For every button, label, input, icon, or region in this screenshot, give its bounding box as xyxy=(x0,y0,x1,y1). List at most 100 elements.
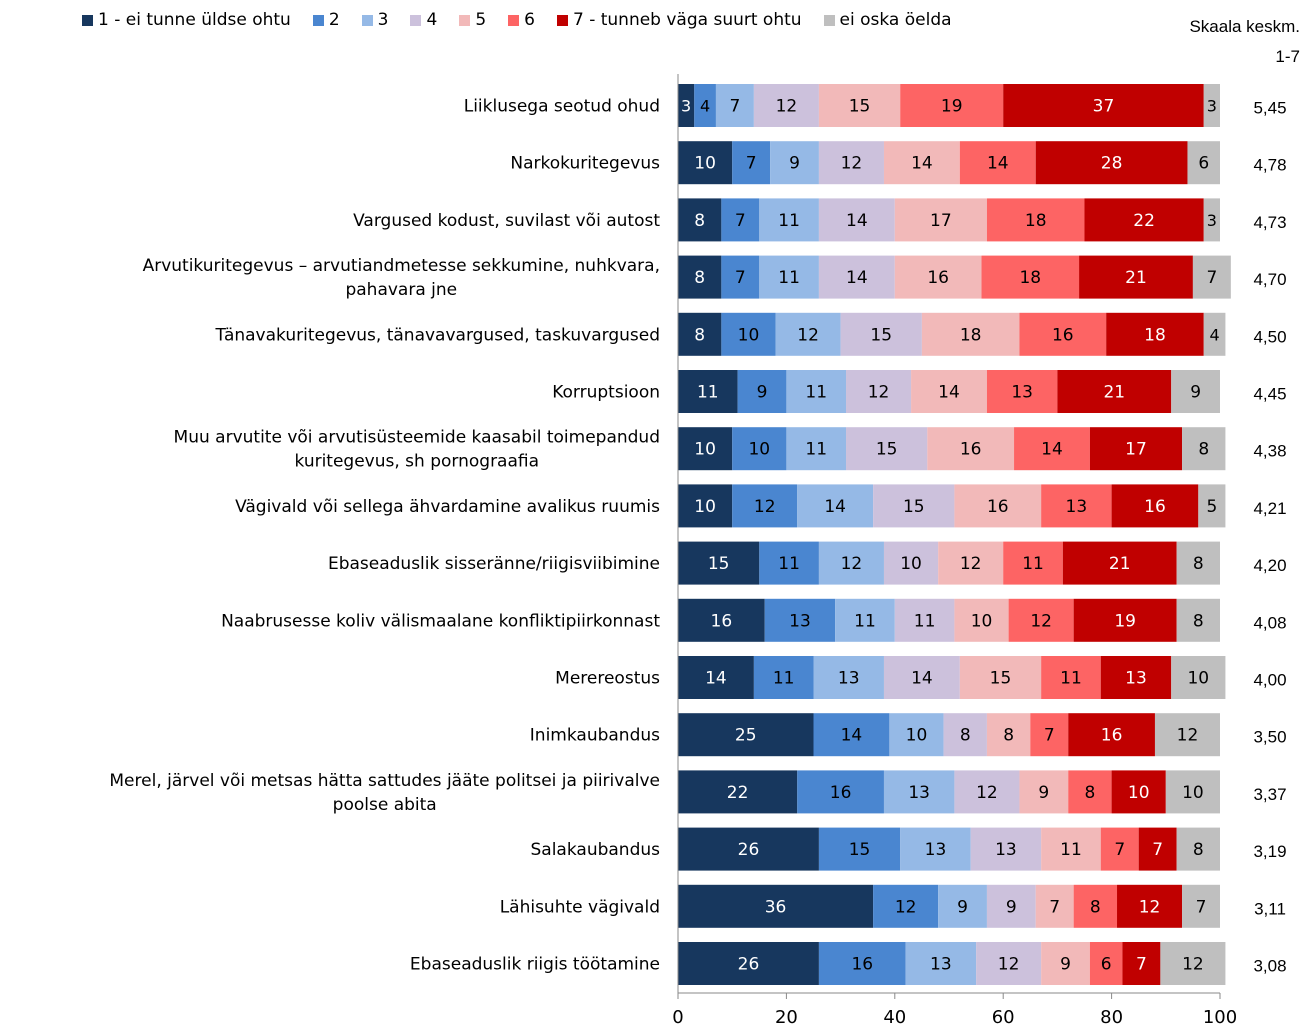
bar-segment xyxy=(770,141,819,185)
data-label: 25 xyxy=(735,726,757,746)
data-label: 7 xyxy=(735,268,746,288)
bar-segment xyxy=(986,370,1058,413)
bar-segment xyxy=(1160,942,1226,985)
data-label: 14 xyxy=(841,726,863,746)
bar-segment xyxy=(715,84,754,127)
data-label: 19 xyxy=(941,97,963,117)
average-value: 3,08 xyxy=(1253,957,1286,976)
bar-segment xyxy=(873,484,955,528)
legend-label: 6 xyxy=(524,10,535,30)
data-label: 8 xyxy=(694,325,705,345)
data-label: 16 xyxy=(851,955,873,975)
data-label: 7 xyxy=(1114,840,1125,860)
legend-item: 7 - tunneb väga suurt ohtu xyxy=(556,10,802,30)
data-label: 14 xyxy=(987,154,1009,174)
data-label: 7 xyxy=(1196,897,1207,917)
bar-segment xyxy=(1089,427,1183,471)
average-value: 4,50 xyxy=(1253,327,1286,346)
bar-segment xyxy=(1111,770,1166,814)
data-label: 15 xyxy=(876,440,898,460)
data-label: 16 xyxy=(830,783,852,803)
bar-segment xyxy=(970,827,1042,871)
data-label: 12 xyxy=(868,383,890,403)
bar-segment xyxy=(954,770,1020,814)
category-label: pahavara jne xyxy=(345,280,457,300)
average-value: 4,20 xyxy=(1253,556,1286,575)
bar-segment xyxy=(818,541,884,585)
data-label: 36 xyxy=(765,897,787,917)
data-label: 7 xyxy=(1044,726,1055,746)
bar-segment xyxy=(840,312,922,356)
bar-segment xyxy=(759,198,819,242)
data-label: 37 xyxy=(1093,97,1115,117)
data-label: 13 xyxy=(789,611,811,631)
data-label: 8 xyxy=(1193,554,1204,574)
data-label: 8 xyxy=(1090,897,1101,917)
data-label: 14 xyxy=(938,383,960,403)
bar-segment xyxy=(981,255,1080,299)
average-value: 3,50 xyxy=(1253,728,1286,747)
bar-segment xyxy=(678,427,733,471)
data-label: 12 xyxy=(1139,897,1161,917)
data-label: 6 xyxy=(1198,154,1209,174)
data-label: 10 xyxy=(694,154,716,174)
data-label: 16 xyxy=(1052,325,1074,345)
bar-segment xyxy=(986,884,1036,928)
data-label: 18 xyxy=(1025,211,1047,231)
bar-segment xyxy=(678,484,733,528)
data-label: 14 xyxy=(846,211,868,231)
data-label: 12 xyxy=(1030,611,1052,631)
data-label: 7 xyxy=(1049,897,1060,917)
legend-label: 2 xyxy=(328,10,340,30)
data-label: 13 xyxy=(908,783,930,803)
data-label: 21 xyxy=(1125,268,1147,288)
data-label: 9 xyxy=(1038,783,1049,803)
bar-segment xyxy=(678,770,798,814)
data-label: 6 xyxy=(1101,955,1112,975)
data-label: 19 xyxy=(1114,611,1136,631)
bar-segment xyxy=(1198,484,1226,528)
bar-segment xyxy=(1008,598,1074,642)
legend-item: ei oska öelda xyxy=(823,10,952,30)
data-label: 13 xyxy=(1011,383,1033,403)
bar-segment xyxy=(938,541,1004,585)
bar-segment xyxy=(1019,770,1069,814)
average-value: 4,73 xyxy=(1253,213,1286,232)
data-label: 11 xyxy=(1060,840,1082,860)
category-label: Merereostus xyxy=(555,669,660,689)
bar-segment xyxy=(1073,884,1118,928)
bar-segment xyxy=(753,84,819,127)
category-label: Arvutikuritegevus – arvutiandmetesse sek… xyxy=(143,256,660,276)
data-label: 14 xyxy=(705,669,727,689)
bar-segment xyxy=(1154,713,1220,757)
bar-segment xyxy=(894,255,982,299)
bar-segment xyxy=(678,656,754,699)
bar-segment xyxy=(1192,255,1231,299)
data-label: 13 xyxy=(925,840,947,860)
bar-segment xyxy=(873,884,939,928)
data-label: 18 xyxy=(960,325,982,345)
data-label: 10 xyxy=(971,611,993,631)
bar-segment xyxy=(759,541,819,585)
bar-segment xyxy=(786,370,847,413)
legend-item: 5 xyxy=(459,10,486,30)
bar-segment xyxy=(818,198,895,242)
data-label: 14 xyxy=(846,268,868,288)
data-label: 11 xyxy=(778,211,800,231)
bar-segment xyxy=(883,770,955,814)
bar-segment xyxy=(1073,598,1177,642)
bar-segment xyxy=(1176,827,1220,871)
data-label: 14 xyxy=(1041,440,1063,460)
x-tick-label: 0 xyxy=(672,1007,683,1028)
category-label: Naabrusesse koliv välismaalane konflikti… xyxy=(221,611,660,631)
data-label: 11 xyxy=(778,554,800,574)
data-label: 8 xyxy=(1198,440,1209,460)
average-column-header: Skaala keskm. 1-7 xyxy=(1189,17,1300,66)
bar-segment xyxy=(883,541,939,585)
bar-segment xyxy=(813,713,890,757)
bar-segment xyxy=(678,598,765,642)
data-label: 7 xyxy=(1136,955,1147,975)
bar-segment xyxy=(732,141,771,185)
bar-segment xyxy=(678,141,733,185)
x-tick-label: 40 xyxy=(883,1007,906,1028)
